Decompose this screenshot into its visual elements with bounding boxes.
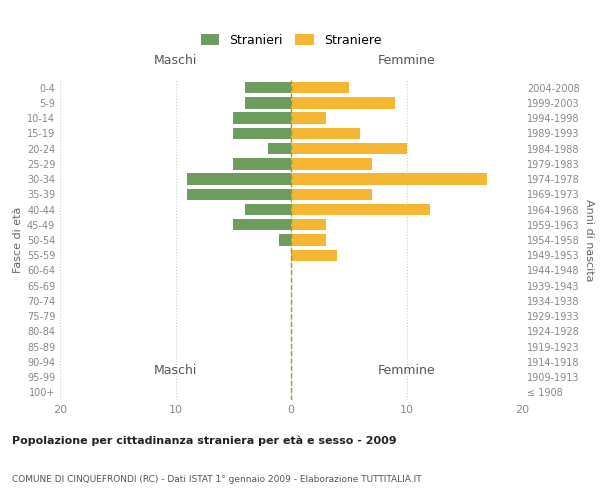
- Bar: [291, 204, 430, 215]
- Bar: [233, 112, 291, 124]
- Bar: [268, 143, 291, 154]
- Text: Popolazione per cittadinanza straniera per età e sesso - 2009: Popolazione per cittadinanza straniera p…: [12, 435, 397, 446]
- Bar: [245, 82, 291, 94]
- Text: Maschi: Maschi: [154, 364, 197, 376]
- Bar: [291, 158, 372, 170]
- Bar: [233, 219, 291, 230]
- Bar: [280, 234, 291, 246]
- Bar: [245, 204, 291, 215]
- Y-axis label: Fasce di età: Fasce di età: [13, 207, 23, 273]
- Bar: [233, 128, 291, 139]
- Legend: Stranieri, Straniere: Stranieri, Straniere: [196, 29, 386, 52]
- Bar: [291, 188, 372, 200]
- Text: Femmine: Femmine: [377, 364, 436, 376]
- Y-axis label: Anni di nascita: Anni di nascita: [584, 198, 594, 281]
- Bar: [245, 97, 291, 108]
- Bar: [291, 250, 337, 261]
- Bar: [291, 128, 360, 139]
- Bar: [291, 97, 395, 108]
- Bar: [187, 174, 291, 185]
- Bar: [291, 112, 326, 124]
- Bar: [233, 158, 291, 170]
- Text: COMUNE DI CINQUEFRONDI (RC) - Dati ISTAT 1° gennaio 2009 - Elaborazione TUTTITAL: COMUNE DI CINQUEFRONDI (RC) - Dati ISTAT…: [12, 475, 422, 484]
- Bar: [291, 234, 326, 246]
- Bar: [291, 143, 407, 154]
- Text: Maschi: Maschi: [154, 54, 197, 67]
- Bar: [291, 82, 349, 94]
- Bar: [187, 188, 291, 200]
- Bar: [291, 174, 487, 185]
- Text: Femmine: Femmine: [377, 54, 436, 67]
- Bar: [291, 219, 326, 230]
